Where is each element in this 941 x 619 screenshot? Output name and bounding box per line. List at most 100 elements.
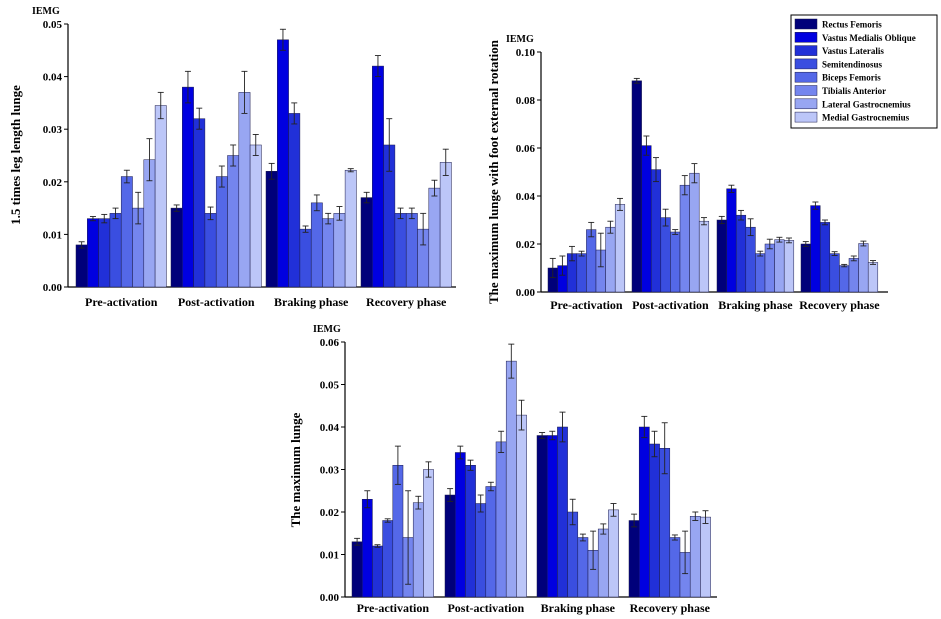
y-tick-label: 0.01 <box>320 550 339 562</box>
error-bar <box>487 481 494 492</box>
error-bar <box>651 430 658 458</box>
bar <box>641 145 652 293</box>
bar <box>382 520 394 598</box>
bar <box>170 207 183 288</box>
y-tick-label: 0.02 <box>320 507 340 519</box>
error-bar <box>850 255 857 262</box>
error-bar <box>518 399 525 431</box>
error-bar <box>692 511 699 521</box>
error-bar <box>738 209 744 221</box>
bar <box>649 443 660 598</box>
legend-item: Vastus Lateralis <box>794 45 884 56</box>
bar <box>505 360 517 598</box>
error-bar <box>196 107 203 130</box>
x-category-label: Recovery phase <box>366 295 447 309</box>
error-bar <box>757 250 764 257</box>
bar <box>98 218 111 288</box>
bar <box>249 144 262 288</box>
error-bar <box>146 138 153 182</box>
error-bar <box>766 238 773 250</box>
error-bar <box>718 215 725 225</box>
y-tick-label: 0.00 <box>43 282 63 294</box>
bar <box>193 118 206 288</box>
bar <box>858 243 869 293</box>
error-bar <box>643 135 650 156</box>
bar <box>679 184 690 293</box>
y-tick-label: 0.06 <box>516 143 536 155</box>
legend-label: Vastus Medialis Oblique <box>822 33 916 43</box>
error-bar <box>671 534 678 541</box>
error-bar <box>447 488 454 502</box>
error-bar <box>559 411 566 443</box>
bar <box>87 218 99 288</box>
error-bar <box>633 77 640 84</box>
y-tick-label: 0.03 <box>320 465 340 477</box>
error-bar <box>661 422 668 475</box>
y-tick-label: 0.02 <box>43 177 63 189</box>
y-unit-label: IEMG <box>32 6 60 17</box>
legend-label: Lateral Gastrocnemius <box>822 99 911 109</box>
x-category-label: Pre-activation <box>357 601 430 615</box>
y-tick-label: 0.04 <box>320 422 340 434</box>
legend-label: Medial Gastrocnemius <box>822 113 910 123</box>
bar <box>154 105 167 288</box>
error-bar <box>578 250 585 257</box>
error-bar <box>682 530 689 575</box>
legend-swatch <box>794 32 818 43</box>
bar <box>628 520 640 598</box>
bar <box>238 92 251 288</box>
bar <box>333 213 346 288</box>
bar <box>394 213 407 288</box>
bar <box>444 494 456 598</box>
error-bar <box>607 220 614 234</box>
error-bar <box>776 236 783 243</box>
error-bar <box>291 102 298 125</box>
bar <box>689 172 700 293</box>
error-bar <box>363 191 370 204</box>
error-bar <box>207 206 214 221</box>
bar <box>755 253 766 293</box>
bar <box>669 537 681 598</box>
error-bar <box>325 212 332 225</box>
error-bar <box>89 216 96 222</box>
legend-swatch <box>794 111 818 123</box>
error-bar <box>588 221 595 238</box>
error-bar <box>539 432 546 439</box>
error-bar <box>702 510 709 524</box>
error-bar <box>610 503 617 517</box>
bar <box>700 516 711 598</box>
error-bar <box>135 191 142 225</box>
bar <box>360 197 373 288</box>
bar <box>774 239 785 293</box>
error-bar <box>841 263 848 268</box>
error-bar <box>691 163 698 184</box>
chart-max-lunge-foot-external-rotation: 0.00 0.02 0.04 0.06 0.08 0.10 IEMG The maximum … <box>486 34 888 312</box>
legend-label: Rectus Femoris <box>822 20 882 30</box>
y-tick-label: 0.10 <box>516 47 536 59</box>
x-category-label: Braking phase <box>541 601 616 615</box>
error-bar <box>631 513 638 528</box>
error-bar <box>123 169 130 184</box>
error-bar <box>279 28 286 51</box>
x-category-label: Post-activation <box>447 601 524 615</box>
bar <box>800 243 811 293</box>
bar <box>120 176 133 288</box>
error-bar <box>672 229 679 235</box>
y-axis-label: The maximum lunge <box>288 412 303 527</box>
bar <box>810 205 821 293</box>
error-bar <box>579 533 586 542</box>
error-bar <box>597 232 604 268</box>
legend-item: Tibialis Anterior <box>794 85 886 96</box>
error-bar <box>681 175 688 196</box>
legend-label: Tibialis Anterior <box>822 86 886 96</box>
x-category-label: Braking phase <box>718 298 793 312</box>
bar <box>783 240 795 293</box>
legend-swatch <box>794 71 818 83</box>
error-bar <box>397 207 404 220</box>
bar <box>392 465 404 598</box>
error-bar <box>549 257 556 279</box>
error-bar <box>302 225 309 233</box>
error-bar <box>354 537 361 546</box>
bar <box>227 155 240 288</box>
